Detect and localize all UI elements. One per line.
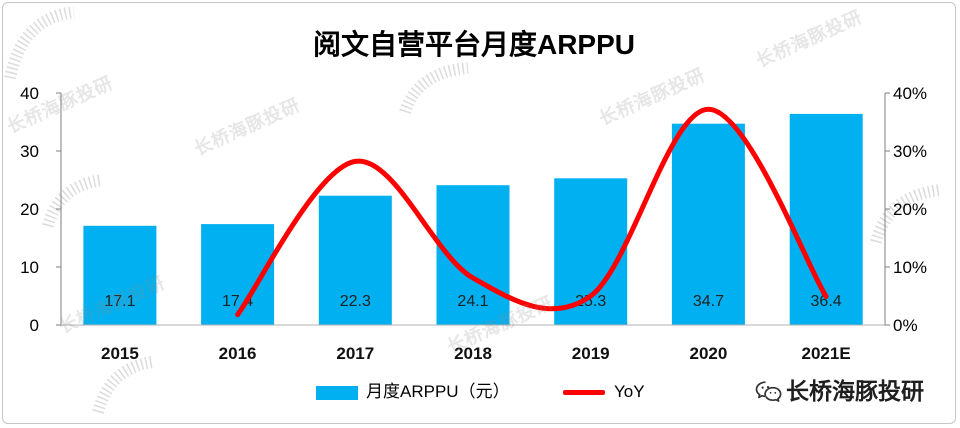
x-tick-label: 2021E: [802, 344, 851, 363]
bar-data-label: 17.1: [104, 293, 135, 310]
x-tick-label: 2016: [219, 344, 257, 363]
x-tick-label: 2015: [101, 344, 139, 363]
legend-swatch-yoy: [563, 390, 605, 395]
axes: [56, 92, 890, 326]
y-tick-label: 0: [30, 316, 39, 335]
x-tick-label: 2019: [572, 344, 610, 363]
bar-2021e: [789, 113, 863, 326]
chart-title: 阅文自营平台月度ARPPU: [312, 29, 635, 60]
bar-2020: [671, 123, 745, 325]
watermark-graphic: [870, 184, 941, 244]
bar-2019: [554, 178, 628, 325]
legend-swatch-arppu: [316, 386, 358, 400]
y2-tick-label: 30%: [893, 142, 927, 161]
bars: [83, 113, 863, 326]
watermark-graphic: [42, 174, 104, 228]
watermark-graphic: [92, 356, 154, 414]
wechat-icon: [755, 381, 782, 402]
chart-frame: [2, 2, 956, 424]
y-tick-label: 40: [20, 84, 39, 103]
x-tick-label: 2020: [689, 344, 727, 363]
bar-data-label: 22.3: [340, 293, 371, 310]
bar-data-label: 24.1: [457, 293, 488, 310]
bar-2017: [318, 195, 392, 325]
watermark-graphic: [399, 62, 469, 115]
yoy-series: [235, 106, 829, 318]
y-tick-label: 20: [20, 200, 39, 219]
bar-data-label: 25.3: [575, 293, 606, 310]
watermark-graphics: [4, 6, 941, 414]
x-tick-label: 2018: [454, 344, 492, 363]
yoy-line: [235, 106, 829, 318]
y2-tick-label: 20%: [893, 200, 927, 219]
bar-data-label: 36.4: [811, 293, 842, 310]
y-tick-label: 30: [20, 142, 39, 161]
x-tick-label: 2017: [336, 344, 374, 363]
bar-data-label: 34.7: [693, 293, 724, 310]
y2-tick-label: 40%: [893, 84, 927, 103]
legend-label-arppu: 月度ARPPU（元）: [366, 382, 510, 401]
y-tick-label: 10: [20, 258, 39, 277]
labels: 0 10 20 30 40 0% 10% 20% 30% 40% 2015 2016 2017 2018 2…: [20, 84, 927, 363]
brand-name: 长桥海豚投研: [786, 378, 924, 404]
legend-label-yoy: YoY: [614, 382, 645, 401]
y2-tick-label: 0%: [893, 316, 918, 335]
y2-tick-label: 10%: [893, 258, 927, 277]
bar-2015: [83, 225, 157, 325]
